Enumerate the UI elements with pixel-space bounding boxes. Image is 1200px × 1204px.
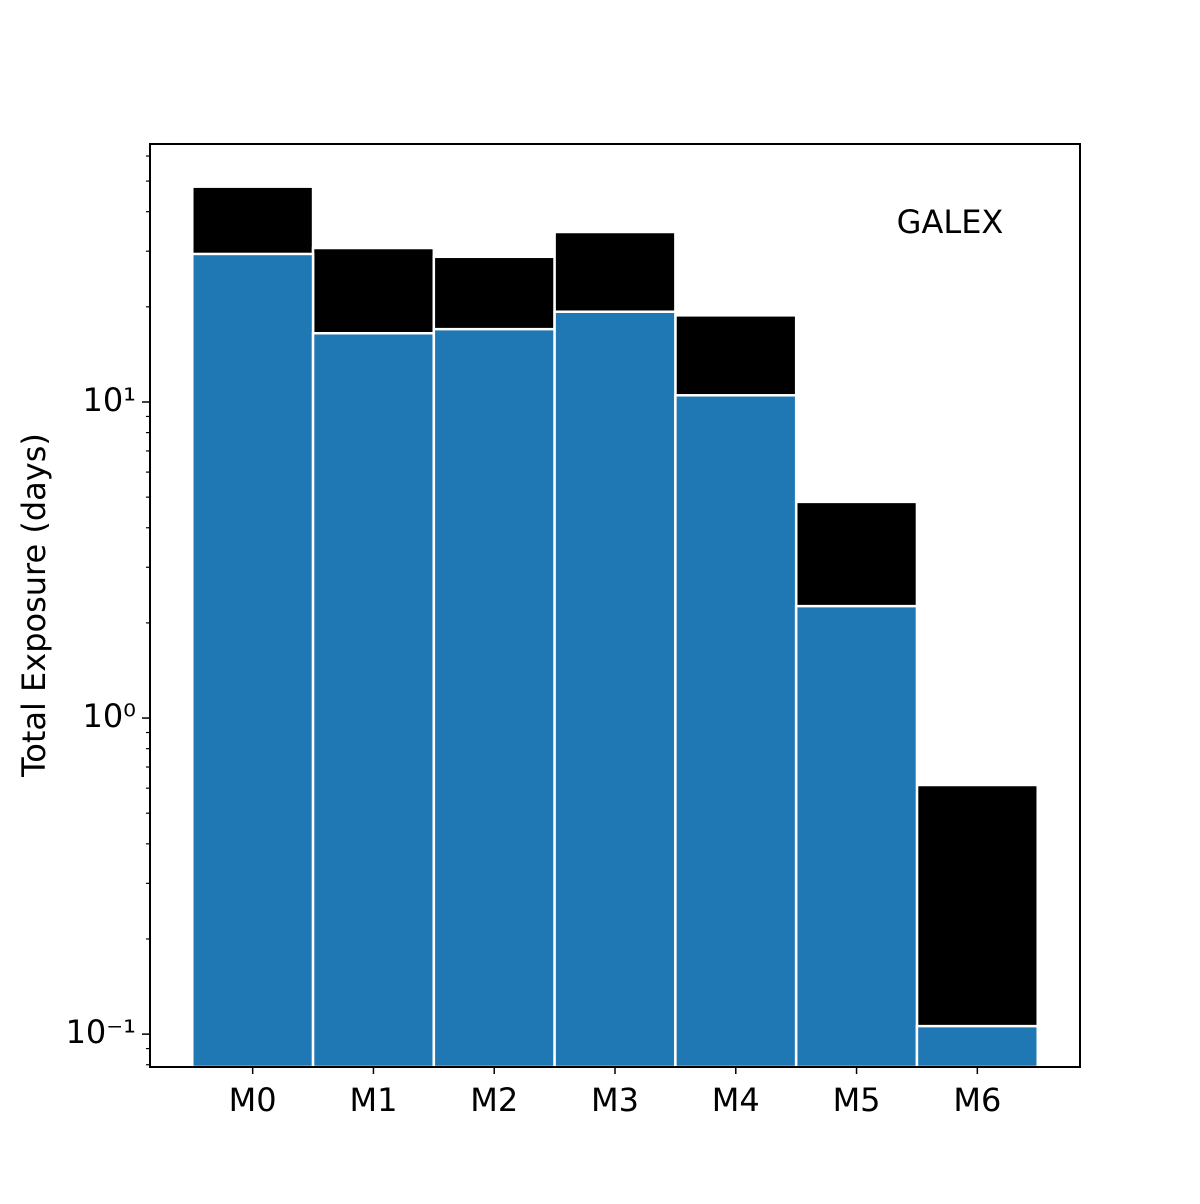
bar [311, 331, 436, 1069]
y-tick-label: 10⁻¹ [66, 1013, 136, 1051]
bar [191, 252, 315, 1069]
x-tick-label: M5 [833, 1081, 881, 1119]
plot-frame [149, 143, 1081, 1068]
x-tick-label: M0 [229, 1081, 277, 1119]
annotation: GALEX [897, 203, 1004, 241]
x-tick-label: M4 [712, 1081, 760, 1119]
bar [915, 783, 1039, 1069]
bar [794, 604, 919, 1069]
x-tick-label: M2 [470, 1081, 518, 1119]
x-tick-label: M1 [349, 1081, 397, 1119]
y-tick-label: 10¹ [82, 381, 136, 419]
x-tick-label: M6 [953, 1081, 1001, 1119]
x-tick-label: M3 [591, 1081, 639, 1119]
bar [674, 394, 798, 1069]
bar [432, 327, 556, 1069]
bar [553, 310, 677, 1069]
bar [915, 1024, 1039, 1069]
y-axis-label: Total Exposure (days) [15, 433, 53, 778]
y-tick-label: 10⁰ [82, 697, 136, 735]
